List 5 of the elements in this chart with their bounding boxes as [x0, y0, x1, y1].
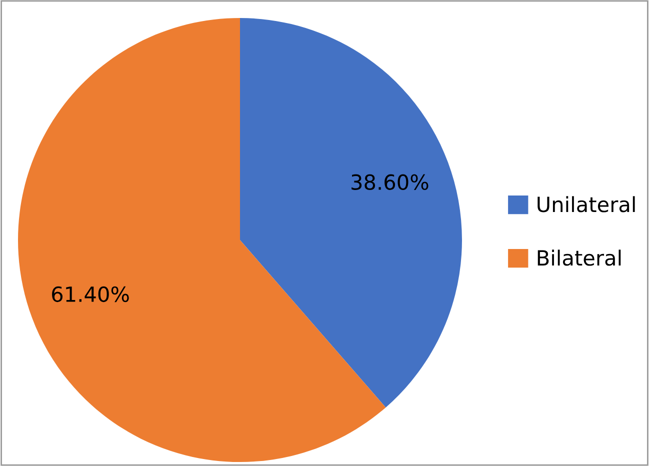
legend-label: Unilateral [538, 196, 635, 212]
data-label: 61.40% [52, 286, 129, 302]
data-label: 38.60% [352, 174, 428, 190]
pie-slice [240, 18, 462, 408]
legend-label: Bilateral [538, 250, 621, 266]
